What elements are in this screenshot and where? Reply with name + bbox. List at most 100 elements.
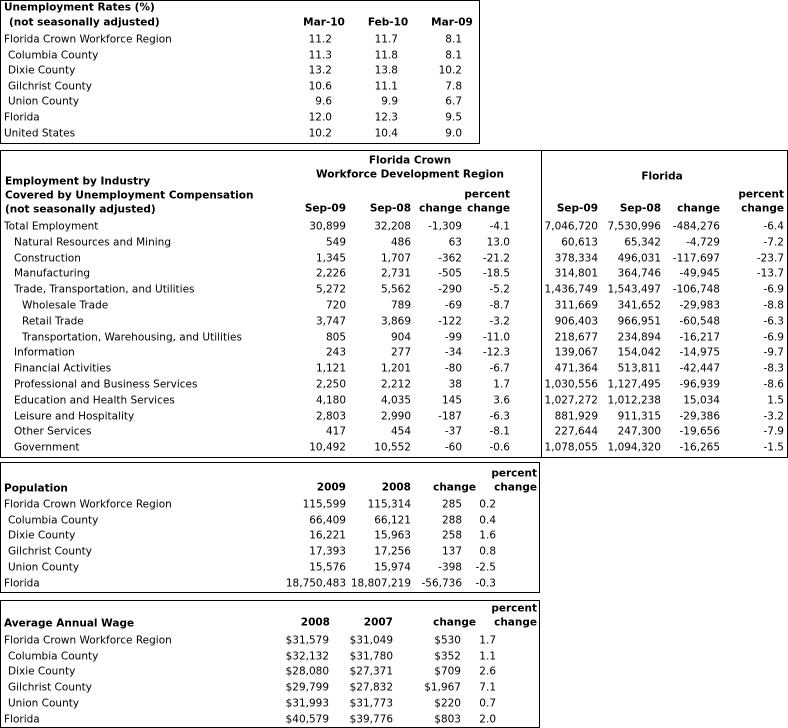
- cell: -6.9: [763, 283, 785, 296]
- column-header: percent: [491, 602, 537, 615]
- cell: 471,364: [554, 362, 598, 375]
- row-label: Columbia County: [8, 650, 99, 663]
- cell: 1.1: [479, 650, 496, 663]
- row-label: Natural Resources and Mining: [14, 236, 171, 249]
- cell: 66,121: [374, 514, 411, 527]
- table-subtitle: (not seasonally adjusted): [9, 16, 160, 29]
- row-label: Education and Health Services: [14, 394, 175, 407]
- cell: $27,371: [349, 665, 393, 678]
- row-label: Florida Crown Workforce Region: [4, 33, 172, 46]
- column-header: Feb-10: [367, 16, 409, 29]
- cell: 6.7: [445, 95, 462, 108]
- cell: -6.3: [763, 315, 785, 328]
- cell: 2,731: [380, 267, 411, 280]
- row-label: Transportation, Warehousing, and Utiliti…: [22, 331, 242, 344]
- cell: 66,409: [309, 514, 346, 527]
- cell: 13.0: [486, 236, 510, 249]
- row-label: Florida Crown Workforce Region: [4, 498, 172, 511]
- cell: $32,132: [285, 650, 329, 663]
- cell: -484,276: [672, 220, 720, 233]
- row-label: Dixie County: [8, 665, 76, 678]
- cell: 5,272: [315, 283, 346, 296]
- cell: 720: [325, 299, 346, 312]
- cell: -8.8: [763, 299, 785, 312]
- cell: 18,807,219: [350, 577, 411, 589]
- cell: $27,832: [349, 681, 393, 694]
- cell: 1,436,749: [544, 283, 598, 296]
- cell: 15,576: [309, 561, 346, 574]
- row-label: Manufacturing: [14, 267, 91, 280]
- cell: 1.7: [493, 378, 510, 391]
- cell: 18,750,483: [285, 577, 346, 589]
- population-box: [0, 462, 540, 593]
- cell: -6.3: [489, 410, 511, 423]
- cell: 11.2: [308, 33, 332, 46]
- cell: -29,983: [679, 299, 720, 312]
- cell: 4,035: [380, 394, 411, 407]
- row-label: Florida: [4, 577, 40, 589]
- cell: -60,548: [679, 315, 720, 328]
- cell: 789: [390, 299, 411, 312]
- column-header: 2008: [381, 481, 411, 494]
- cell: -1,309: [428, 220, 462, 233]
- cell: -6.4: [763, 220, 785, 233]
- cell: -1.5: [763, 441, 785, 454]
- row-label: Florida Crown Workforce Region: [4, 634, 172, 647]
- divider: [541, 150, 542, 458]
- column-header: change: [419, 202, 462, 215]
- cell: $31,993: [285, 697, 329, 710]
- cell: -23.7: [756, 252, 784, 265]
- cell: -4,729: [686, 236, 720, 249]
- column-header: 2009: [316, 481, 346, 494]
- cell: 3.6: [493, 394, 510, 407]
- table-title: Average Annual Wage: [4, 617, 135, 630]
- row-label: Government: [14, 441, 80, 454]
- cell: 454: [390, 425, 411, 438]
- cell: 2,250: [315, 378, 346, 391]
- cell: 15,974: [374, 561, 411, 574]
- cell: -106,748: [672, 283, 720, 296]
- cell: 12.0: [308, 111, 332, 124]
- cell: 0.2: [479, 498, 496, 511]
- unemployment-box: [0, 0, 480, 144]
- cell: 341,652: [617, 299, 661, 312]
- cell: -505: [438, 267, 462, 280]
- cell: 7,046,720: [544, 220, 598, 233]
- cell: -16,217: [679, 331, 720, 344]
- cell: $39,776: [349, 713, 393, 725]
- cell: -117,697: [672, 252, 720, 265]
- cell: -11.0: [482, 331, 510, 344]
- cell: 311,669: [554, 299, 598, 312]
- row-label: Leisure and Hospitality: [14, 410, 135, 423]
- column-header: change: [433, 616, 476, 629]
- row-label: Construction: [14, 252, 81, 265]
- cell: 13.2: [308, 64, 332, 77]
- row-label: Union County: [8, 561, 80, 574]
- cell: -122: [438, 315, 462, 328]
- cell: 0.4: [479, 514, 496, 527]
- cell: 513,811: [617, 362, 661, 375]
- row-label: Florida: [4, 111, 40, 124]
- cell: -2.5: [475, 561, 497, 574]
- cell: 1,707: [380, 252, 411, 265]
- row-label: Gilchrist County: [8, 681, 92, 694]
- row-label: Trade, Transportation, and Utilities: [14, 283, 195, 296]
- column-header: change: [741, 202, 784, 215]
- cell: $709: [434, 665, 461, 678]
- table-title: Employment by Industry: [5, 175, 151, 188]
- cell: 8.1: [445, 33, 462, 46]
- cell: 881,929: [554, 410, 598, 423]
- cell: $28,080: [285, 665, 329, 678]
- cell: 1,094,320: [607, 441, 661, 454]
- cell: -8.3: [763, 362, 785, 375]
- cell: 7.8: [445, 80, 462, 93]
- row-label: Wholesale Trade: [22, 299, 109, 312]
- cell: 285: [441, 498, 462, 511]
- cell: 258: [441, 529, 462, 542]
- cell: 3,747: [315, 315, 346, 328]
- cell: 4,180: [315, 394, 346, 407]
- cell: 11.1: [374, 80, 398, 93]
- row-label: Information: [14, 346, 75, 359]
- row-label: Union County: [8, 697, 80, 710]
- cell: 10.2: [438, 64, 462, 77]
